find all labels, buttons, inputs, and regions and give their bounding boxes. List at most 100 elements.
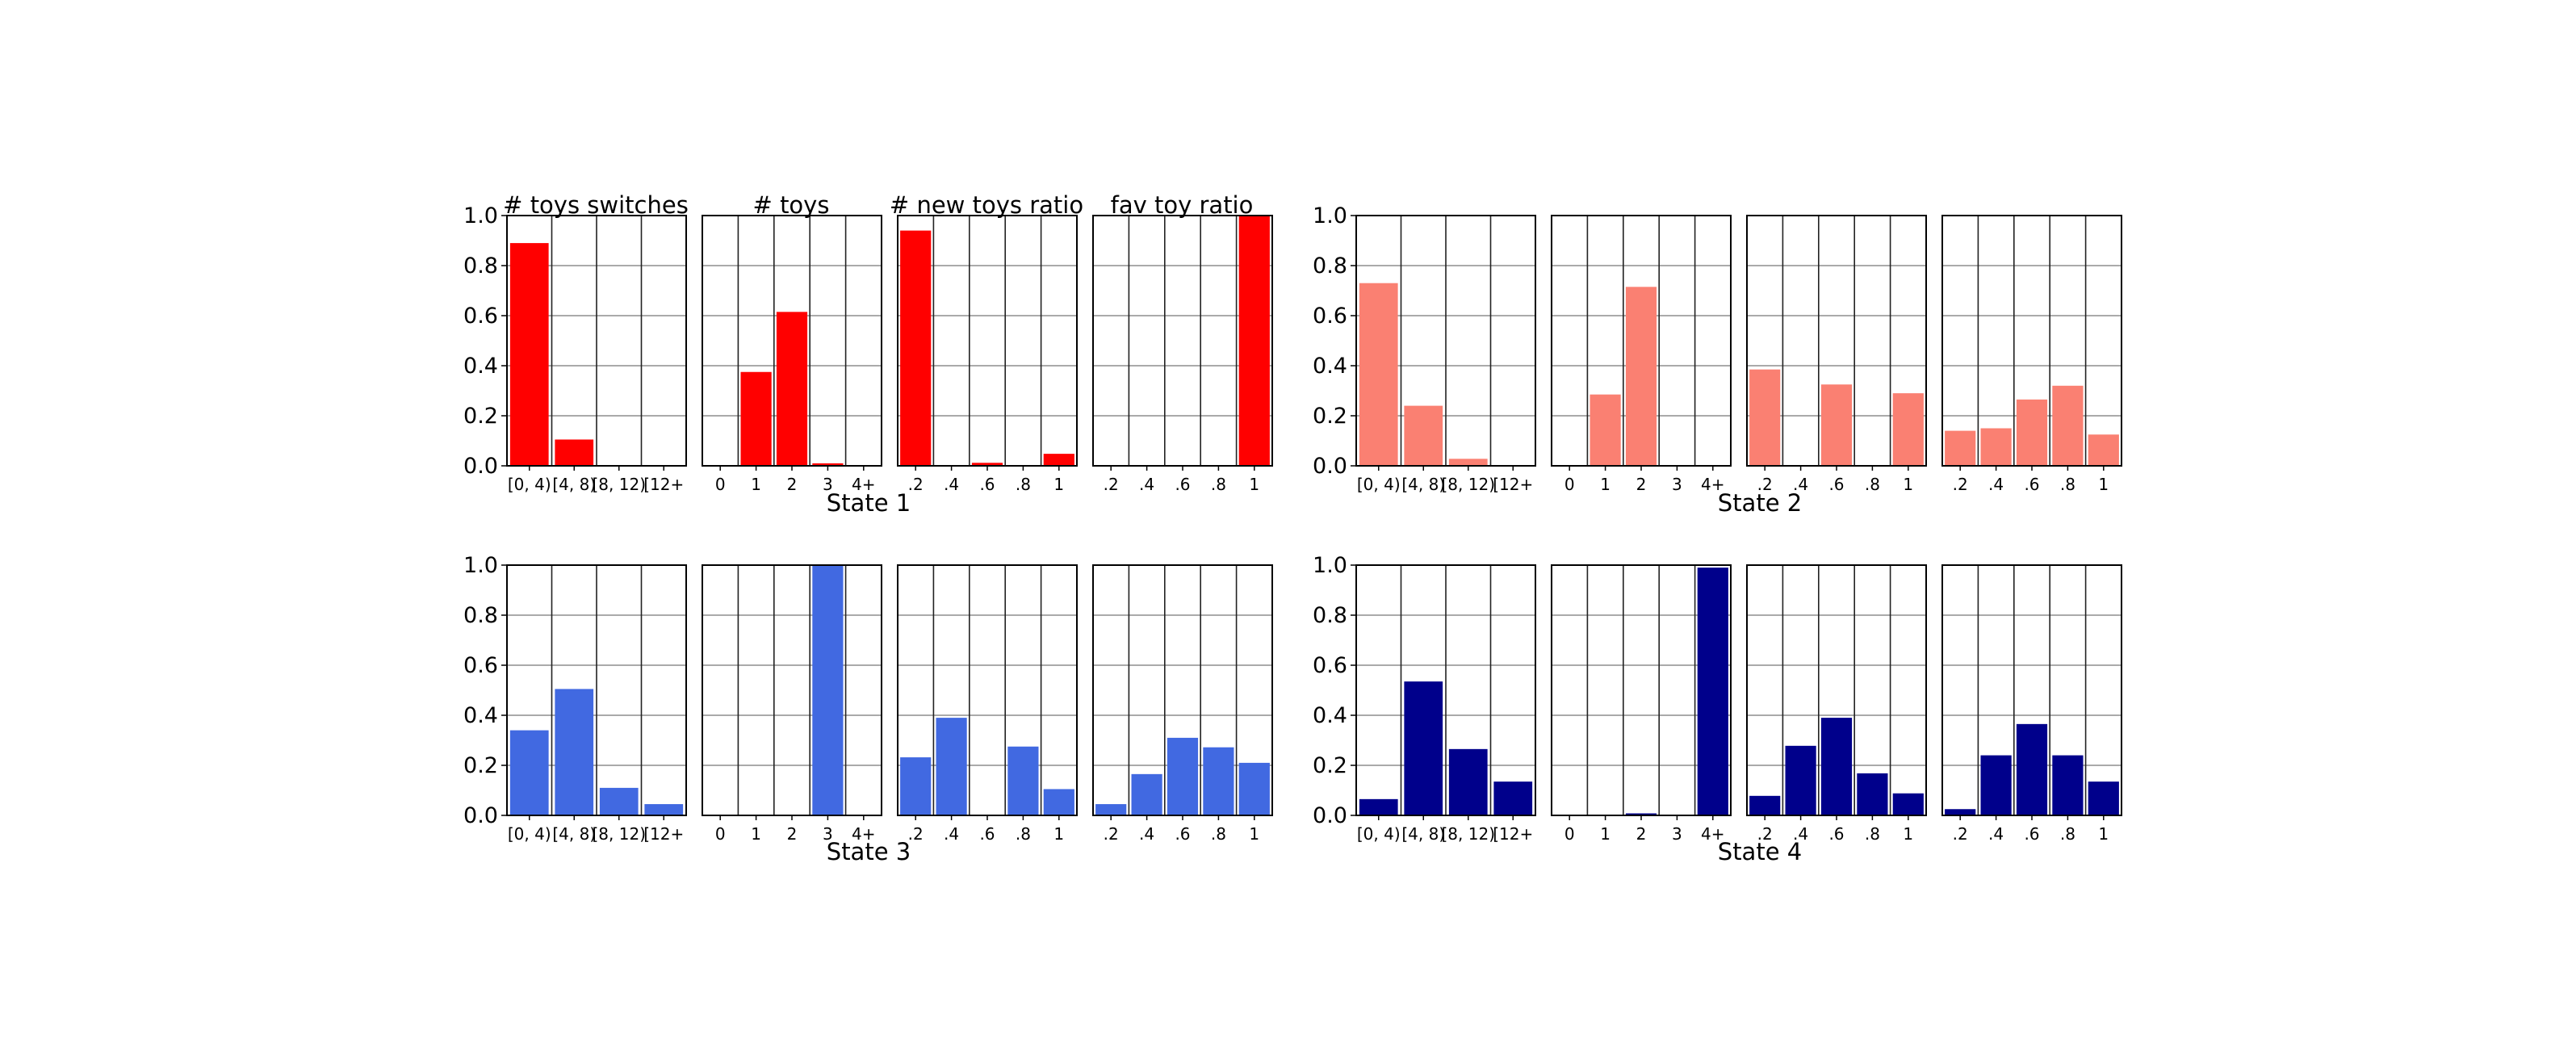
x-tick-label: 2 xyxy=(1636,475,1647,494)
panel-state3-col1: [0, 4) [4, 8)[8, 12)[12+ 0.0 0.2 0.4 0.6 0.8 1.… xyxy=(463,553,687,844)
panel-state4-col3: .2 .4 .6 .8 1 xyxy=(1746,564,1927,844)
bar-5 xyxy=(1043,789,1074,815)
x-tick-label: 0 xyxy=(1564,475,1575,494)
x-tick-label: .6 xyxy=(979,824,995,844)
x-tick-label: .4 xyxy=(944,475,959,494)
x-tick-label: .2 xyxy=(1104,824,1119,844)
bar-1 xyxy=(1359,283,1398,466)
x-tick-label: 4+ xyxy=(852,475,875,494)
bar-5 xyxy=(2088,781,2119,815)
x-tick-label: 3 xyxy=(1672,824,1682,844)
x-tick-label: .2 xyxy=(1953,824,1968,844)
y-tick-label: 1.0 xyxy=(1313,203,1347,228)
bar-3 xyxy=(599,787,639,815)
x-tick-label: 1 xyxy=(751,475,761,494)
x-tick-label: 1 xyxy=(1600,475,1611,494)
panel-state2-col4: .2 .4 .6 .8 1 xyxy=(1941,215,2122,494)
x-tick-label: 1 xyxy=(751,824,761,844)
bar-2 xyxy=(1980,755,2012,815)
y-tick-label: 0.6 xyxy=(1313,653,1347,678)
x-tick-label: [4, 8) xyxy=(552,824,596,844)
x-tick-label: .6 xyxy=(2024,824,2039,844)
column-title-fav-toy-ratio: fav toy ratio xyxy=(1111,191,1254,219)
y-tick-label: 0.6 xyxy=(463,653,498,678)
bar-3 xyxy=(776,312,808,466)
x-tick-label: 1 xyxy=(1249,824,1259,844)
bar-2 xyxy=(1590,394,1621,466)
x-tick-label: [4, 8) xyxy=(552,475,596,494)
y-tick-label: 0.4 xyxy=(463,703,498,728)
x-tick-label: .4 xyxy=(1793,824,1808,844)
x-tick-label: .2 xyxy=(1953,475,1968,494)
column-title-new-toys-ratio: # new toys ratio xyxy=(890,191,1083,219)
bar-2 xyxy=(1404,681,1443,815)
x-tick-label: [0, 4) xyxy=(508,475,551,494)
bar-2 xyxy=(555,439,594,466)
bar-3 xyxy=(971,463,1003,466)
axes-frame xyxy=(506,564,687,816)
x-tick-label: 0 xyxy=(1564,824,1575,844)
bar-1 xyxy=(900,757,932,815)
bar-2 xyxy=(1785,745,1816,815)
bar-1 xyxy=(1749,795,1781,815)
x-tick-label: 3 xyxy=(1672,475,1682,494)
y-tick-label: 0.8 xyxy=(463,603,498,628)
bar-5 xyxy=(1697,568,1728,815)
x-tick-label: .8 xyxy=(1865,475,1880,494)
y-tick-label: 0.0 xyxy=(463,803,498,828)
x-tick-label: 2 xyxy=(787,824,798,844)
x-tick-label: [12+ xyxy=(1493,824,1533,844)
bar-4 xyxy=(2052,755,2084,815)
bar-4 xyxy=(812,565,844,815)
bar-1 xyxy=(1359,798,1398,815)
x-tick-label: .4 xyxy=(1139,824,1154,844)
x-tick-label: .4 xyxy=(1793,475,1808,494)
x-tick-label: .6 xyxy=(1175,824,1190,844)
x-tick-label: .8 xyxy=(2060,824,2075,844)
x-tick-label: .2 xyxy=(1757,475,1773,494)
x-tick-label: .6 xyxy=(1175,475,1190,494)
x-tick-label: [8, 12) xyxy=(1442,824,1496,844)
bar-1 xyxy=(509,243,549,466)
x-tick-label: .6 xyxy=(979,475,995,494)
bar-2 xyxy=(936,718,967,815)
x-tick-label: 0 xyxy=(715,824,726,844)
axes-frame xyxy=(1355,215,1536,467)
panel-state1-col3: .2 .4 .6 .8 1 xyxy=(897,215,1078,494)
axes-frame xyxy=(1355,564,1536,816)
bar-5 xyxy=(1043,454,1074,466)
y-tick-label: 1.0 xyxy=(463,203,498,228)
x-tick-label: 1 xyxy=(1249,475,1259,494)
x-tick-label: .8 xyxy=(1016,475,1031,494)
x-tick-label: [0, 4) xyxy=(1357,475,1401,494)
state-label-3: State 3 xyxy=(827,838,911,865)
y-tick-label: 0.4 xyxy=(463,354,498,379)
x-tick-label: [8, 12) xyxy=(593,475,647,494)
x-tick-label: [8, 12) xyxy=(1442,475,1496,494)
panel-state3-col4: .2 .4 .6 .8 1 xyxy=(1092,564,1273,844)
bar-2 xyxy=(1131,773,1162,815)
panel-state2-col2: 0 1 2 3 4+ xyxy=(1551,215,1732,494)
x-tick-label: .6 xyxy=(1828,475,1844,494)
state-label-2: State 2 xyxy=(1718,489,1802,517)
bar-1 xyxy=(1095,804,1127,815)
x-tick-label: 3 xyxy=(823,824,833,844)
bar-3 xyxy=(1625,287,1657,466)
panel-state4-col2: 0 1 2 3 4+ xyxy=(1551,564,1732,844)
panel-state4-col4: .2 .4 .6 .8 1 xyxy=(1941,564,2122,844)
bar-4 xyxy=(1493,781,1533,815)
x-tick-label: 1 xyxy=(1053,824,1064,844)
panel-state3-col2: 0 1 2 3 4+ xyxy=(702,564,882,844)
y-tick-label: 1.0 xyxy=(463,553,498,578)
x-tick-label: .2 xyxy=(1104,475,1119,494)
x-tick-label: .8 xyxy=(1211,475,1226,494)
column-title-toys: # toys xyxy=(753,191,830,219)
y-tick-label: 0.4 xyxy=(1313,703,1347,728)
x-tick-label: 2 xyxy=(787,475,798,494)
bar-1 xyxy=(900,230,932,466)
bar-2 xyxy=(740,371,772,466)
y-tick-label: 0.8 xyxy=(463,253,498,279)
x-tick-label: .4 xyxy=(1139,475,1154,494)
x-tick-label: 0 xyxy=(715,475,726,494)
x-tick-label: [12+ xyxy=(1493,475,1533,494)
